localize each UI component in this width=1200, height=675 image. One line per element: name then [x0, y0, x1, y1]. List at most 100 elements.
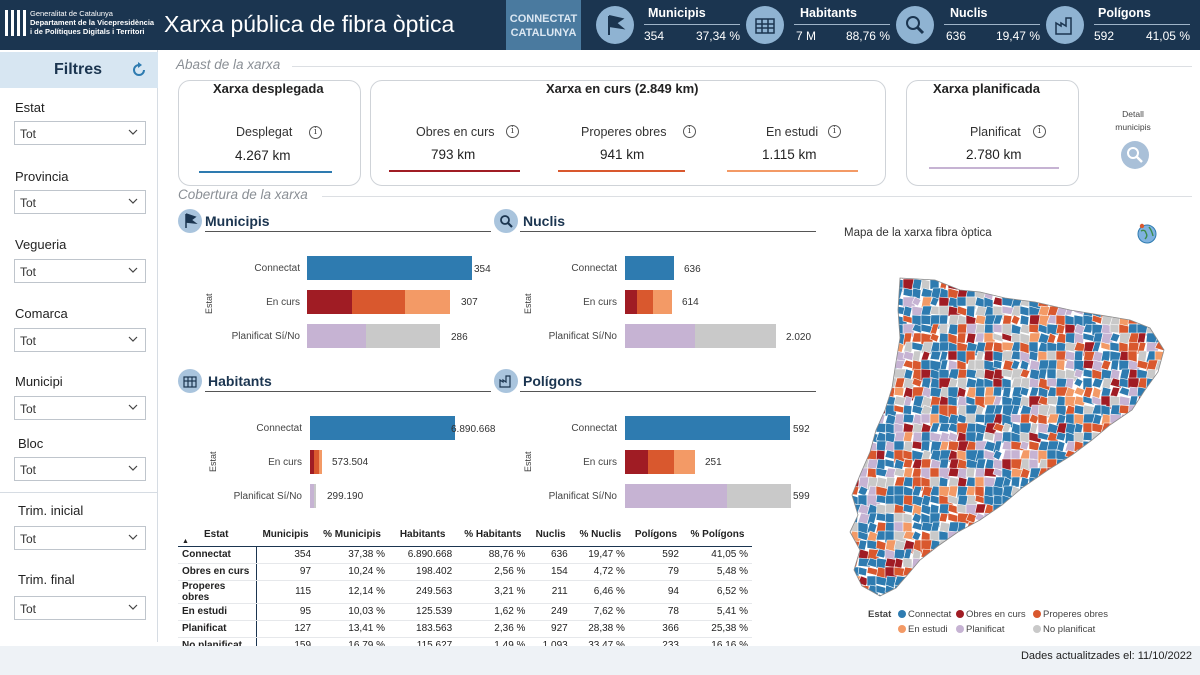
- map-municipality[interactable]: [1019, 494, 1030, 507]
- map-municipality[interactable]: [1019, 503, 1035, 514]
- map-municipality[interactable]: [893, 386, 905, 397]
- map-municipality[interactable]: [1127, 431, 1143, 445]
- column-header[interactable]: % Polígons: [690, 529, 745, 541]
- map-municipality[interactable]: [1046, 287, 1057, 298]
- map-municipality[interactable]: [1154, 449, 1164, 460]
- map-municipality[interactable]: [983, 341, 995, 352]
- map-municipality[interactable]: [1082, 476, 1095, 487]
- map-municipality[interactable]: [1100, 512, 1112, 525]
- map-municipality[interactable]: [1136, 575, 1152, 589]
- map-municipality[interactable]: [1100, 458, 1113, 469]
- map-municipality[interactable]: [1001, 521, 1013, 537]
- map-municipality[interactable]: [1073, 377, 1084, 388]
- map-municipality[interactable]: [849, 458, 860, 471]
- map-municipality[interactable]: [1082, 557, 1098, 571]
- map-municipality[interactable]: [1091, 548, 1105, 561]
- map-municipality[interactable]: [956, 332, 967, 344]
- map-municipality[interactable]: [1001, 287, 1015, 298]
- map-municipality[interactable]: [1128, 603, 1142, 610]
- map-municipality[interactable]: [1109, 386, 1121, 398]
- map-municipality[interactable]: [1109, 305, 1123, 319]
- map-municipality[interactable]: [1118, 575, 1134, 589]
- map-municipality[interactable]: [1163, 377, 1170, 391]
- map-municipality[interactable]: [1064, 557, 1078, 572]
- map-municipality[interactable]: [1100, 270, 1114, 281]
- map-municipality[interactable]: [965, 530, 976, 541]
- map-municipality[interactable]: [929, 350, 942, 361]
- map-municipality[interactable]: [840, 512, 853, 523]
- map-municipality[interactable]: [1145, 584, 1160, 596]
- map-municipality[interactable]: [857, 431, 873, 446]
- map-municipality[interactable]: [1163, 530, 1170, 546]
- map-municipality[interactable]: [938, 593, 952, 604]
- map-municipality[interactable]: [1127, 584, 1140, 597]
- map-municipality[interactable]: [1064, 278, 1078, 289]
- map-municipality[interactable]: [1145, 485, 1159, 499]
- map-municipality[interactable]: [1082, 485, 1095, 500]
- map-municipality[interactable]: [1145, 404, 1161, 419]
- map-municipality[interactable]: [857, 395, 870, 408]
- map-municipality[interactable]: [1136, 467, 1148, 482]
- map-municipality[interactable]: [840, 359, 854, 373]
- filter-vegueria-select[interactable]: Tot: [14, 259, 146, 283]
- map-municipality[interactable]: [1163, 278, 1170, 289]
- map-municipality[interactable]: [1163, 467, 1170, 481]
- map-municipality[interactable]: [1064, 548, 1078, 560]
- map-municipality[interactable]: [857, 323, 871, 337]
- map-municipality[interactable]: [857, 413, 871, 429]
- map-municipality[interactable]: [840, 503, 853, 514]
- map-municipality[interactable]: [1073, 530, 1087, 544]
- map-municipality[interactable]: [857, 341, 873, 352]
- info-icon[interactable]: i: [309, 126, 322, 139]
- map-municipality[interactable]: [974, 539, 986, 552]
- map-municipality[interactable]: [849, 395, 860, 411]
- map-municipality[interactable]: [1136, 449, 1150, 460]
- map-municipality[interactable]: [1028, 539, 1040, 550]
- map-municipality[interactable]: [1145, 575, 1158, 589]
- map-municipality[interactable]: [938, 548, 950, 562]
- map-municipality[interactable]: [849, 270, 862, 280]
- map-municipality[interactable]: [983, 566, 998, 582]
- map-municipality[interactable]: [1109, 458, 1122, 470]
- map-municipality[interactable]: [983, 431, 995, 442]
- map-municipality[interactable]: [1001, 530, 1015, 545]
- map-municipality[interactable]: [1163, 431, 1170, 447]
- map-municipality[interactable]: [866, 296, 879, 310]
- map-municipality[interactable]: [992, 557, 1005, 573]
- map-municipality[interactable]: [849, 386, 859, 400]
- map-municipality[interactable]: [1082, 539, 1095, 550]
- map-municipality[interactable]: [1154, 548, 1169, 560]
- map-municipality[interactable]: [938, 422, 951, 433]
- map-municipality[interactable]: [947, 270, 963, 281]
- map-municipality[interactable]: [1154, 440, 1166, 456]
- map-municipality[interactable]: [911, 485, 923, 497]
- map-municipality[interactable]: [857, 278, 873, 292]
- map-municipality[interactable]: [956, 539, 968, 551]
- map-municipality[interactable]: [947, 548, 958, 560]
- map-municipality[interactable]: [1136, 270, 1149, 285]
- map-municipality[interactable]: [857, 359, 872, 372]
- table-row[interactable]: Planificat 127 13,41 % 183.563 2,36 % 927 28,3…: [178, 620, 752, 638]
- map-municipality[interactable]: [849, 440, 860, 453]
- map-municipality[interactable]: [1100, 296, 1113, 309]
- map-municipality[interactable]: [1127, 440, 1139, 451]
- map-municipality[interactable]: [1064, 584, 1079, 597]
- map-municipality[interactable]: [1001, 539, 1013, 555]
- map-municipality[interactable]: [1073, 566, 1088, 580]
- map-municipality[interactable]: [866, 368, 881, 380]
- map-municipality[interactable]: [974, 575, 990, 588]
- map-municipality[interactable]: [849, 305, 863, 317]
- map-municipality[interactable]: [1064, 503, 1077, 517]
- map-municipality[interactable]: [983, 530, 999, 543]
- map-municipality[interactable]: [911, 557, 927, 572]
- map-municipality[interactable]: [1109, 512, 1123, 527]
- map-municipality[interactable]: [1118, 287, 1133, 303]
- map-municipality[interactable]: [1010, 476, 1021, 488]
- map-municipality[interactable]: [849, 278, 864, 293]
- map-municipality[interactable]: [992, 270, 1005, 284]
- map-municipality[interactable]: [965, 278, 981, 293]
- map-municipality[interactable]: [1028, 566, 1042, 578]
- map-municipality[interactable]: [1163, 557, 1170, 569]
- map-municipality[interactable]: [1127, 278, 1139, 292]
- map-municipality[interactable]: [849, 377, 859, 389]
